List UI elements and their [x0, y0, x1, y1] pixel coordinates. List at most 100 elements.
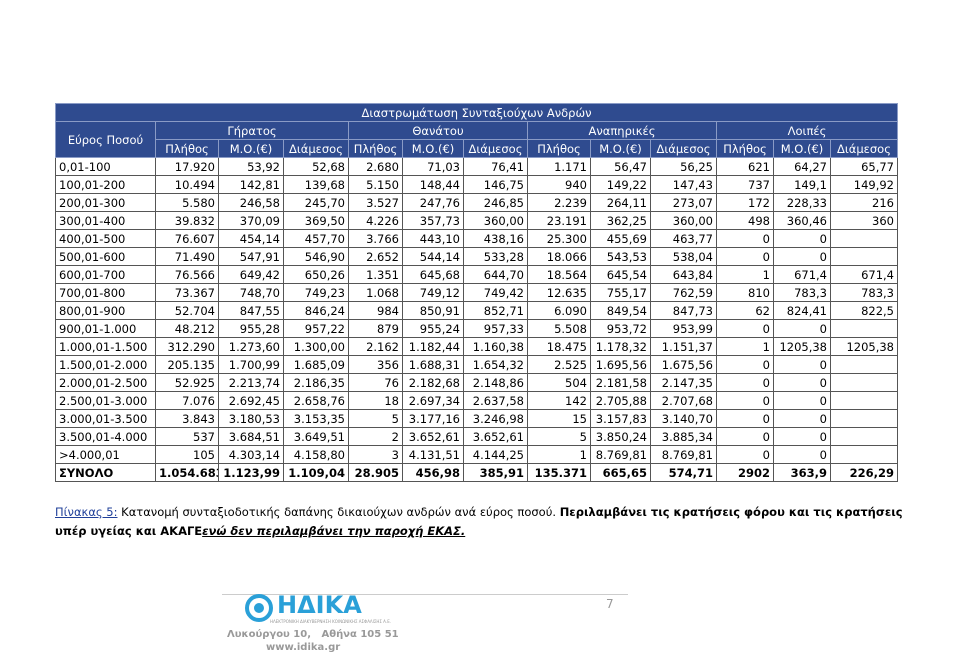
sub-header: Πλήθος: [155, 139, 219, 158]
range-cell: 1.000,01-1.500: [55, 337, 156, 356]
cell: 360,46: [773, 211, 831, 230]
table-row: 900,01-1.000 48.212 955,28 957,22 879 955,24 9…: [55, 319, 898, 338]
range-cell: ΣΥΝΟΛΟ: [55, 463, 156, 482]
range-cell: 900,01-1.000: [55, 319, 156, 338]
cell: 3.885,34: [650, 427, 717, 446]
sub-header: Διάμεσος: [650, 139, 717, 158]
cell: 504: [527, 373, 591, 392]
cell: 3.684,51: [218, 427, 284, 446]
cell: 1: [716, 265, 774, 284]
cell: 247,76: [402, 193, 464, 212]
cell: 52,68: [283, 157, 349, 176]
cell: 847,55: [218, 301, 284, 320]
cell: 56,47: [590, 157, 651, 176]
cell: 849,54: [590, 301, 651, 320]
table-row: 200,01-300 5.580 246,58 245,70 3.527 247,76 24…: [55, 193, 898, 212]
cell: [830, 229, 898, 248]
cell: 135.371: [527, 463, 591, 482]
cell: 1205,38: [773, 337, 831, 356]
table-row: 0,01-100 17.920 53,92 52,68 2.680 71,03 76,41 1…: [55, 157, 898, 176]
cell: 18.066: [527, 247, 591, 266]
cell: 1.171: [527, 157, 591, 176]
cell: 5: [348, 409, 403, 428]
sub-header: Διάμεσος: [830, 139, 898, 158]
caption-label: Πίνακας 5:: [55, 505, 118, 519]
cell: 362,25: [590, 211, 651, 230]
logo-sub: ΗΛΕΚΤΡΟΝΙΚΗ ΔΙΑΚΥΒΕΡΝΗΣΗ ΚΟΙΝΩΝΙΚΗΣ ΑΣΦΑ…: [270, 619, 391, 624]
cell: 52.704: [155, 301, 219, 320]
cell: 852,71: [463, 301, 528, 320]
cell: 64,27: [773, 157, 831, 176]
range-cell: 100,01-200: [55, 175, 156, 194]
cell: 370,09: [218, 211, 284, 230]
cell: 76,41: [463, 157, 528, 176]
cell: [830, 391, 898, 410]
group-header: Αναπηρικές: [527, 121, 717, 140]
cell: 48.212: [155, 319, 219, 338]
cell: 454,14: [218, 229, 284, 248]
cell: 3.527: [348, 193, 403, 212]
table-row: 500,01-600 71.490 547,91 546,90 2.652 544,14 5…: [55, 247, 898, 266]
cell: 2.707,68: [650, 391, 717, 410]
cell: 360,00: [463, 211, 528, 230]
cell: 645,54: [590, 265, 651, 284]
logo: ΗΔΙΚΑ: [277, 591, 362, 619]
cell: 1.182,44: [402, 337, 464, 356]
cell: 1205,38: [830, 337, 898, 356]
cell: 533,28: [463, 247, 528, 266]
cell: 649,42: [218, 265, 284, 284]
cell: 3.649,51: [283, 427, 349, 446]
sub-header: Μ.Ο.(€): [773, 139, 831, 158]
cell: 312.290: [155, 337, 219, 356]
range-cell: 400,01-500: [55, 229, 156, 248]
table-row: 600,01-700 76.566 649,42 650,26 1.351 645,68 6…: [55, 265, 898, 284]
cell: 28.905: [348, 463, 403, 482]
cell: 0: [773, 355, 831, 374]
cell: 17.920: [155, 157, 219, 176]
cell: [830, 427, 898, 446]
cell: 737: [716, 175, 774, 194]
cell: 824,41: [773, 301, 831, 320]
cell: 363,9: [773, 463, 831, 482]
sub-header: Πλήθος: [348, 139, 403, 158]
cell: 755,17: [590, 283, 651, 302]
cell: 4.303,14: [218, 445, 284, 464]
range-cell: 300,01-400: [55, 211, 156, 230]
cell: 52.925: [155, 373, 219, 392]
cell: 8.769,81: [650, 445, 717, 464]
table-row: 2.500,01-3.000 7.076 2.692,45 2.658,76 18 2.6…: [55, 391, 898, 410]
cell: 643,84: [650, 265, 717, 284]
range-cell: 700,01-800: [55, 283, 156, 302]
range-cell: 500,01-600: [55, 247, 156, 266]
cell: 142,81: [218, 175, 284, 194]
table-row: 700,01-800 73.367 748,70 749,23 1.068 749,12 7…: [55, 283, 898, 302]
sub-header: Μ.Ο.(€): [590, 139, 651, 158]
cell: 2.658,76: [283, 391, 349, 410]
cell: 3.652,61: [402, 427, 464, 446]
cell: 0: [716, 391, 774, 410]
caption-emphasis: ενώ δεν περιλαμβάνει την παροχή ΕΚΑΣ.: [202, 524, 466, 538]
cell: 39.832: [155, 211, 219, 230]
cell: 498: [716, 211, 774, 230]
cell: 748,70: [218, 283, 284, 302]
cell: 4.226: [348, 211, 403, 230]
cell: 955,24: [402, 319, 464, 338]
cell: 73.367: [155, 283, 219, 302]
group-header: Λοιπές: [716, 121, 898, 140]
cell: 2.213,74: [218, 373, 284, 392]
cell: 264,11: [590, 193, 651, 212]
cell: 2.637,58: [463, 391, 528, 410]
cell: 7.076: [155, 391, 219, 410]
cell: 847,73: [650, 301, 717, 320]
cell: 1.273,60: [218, 337, 284, 356]
cell: 953,99: [650, 319, 717, 338]
page-number: 7: [606, 597, 614, 611]
sub-header: Μ.Ο.(€): [218, 139, 284, 158]
cell: 1.654,32: [463, 355, 528, 374]
cell: 0: [773, 409, 831, 428]
range-cell: 2.500,01-3.000: [55, 391, 156, 410]
caption-bold: Περιλαμβάνει τις κρατήσεις φόρου και τις…: [55, 505, 903, 538]
cell: 621: [716, 157, 774, 176]
cell: 228,33: [773, 193, 831, 212]
cell: 1.068: [348, 283, 403, 302]
